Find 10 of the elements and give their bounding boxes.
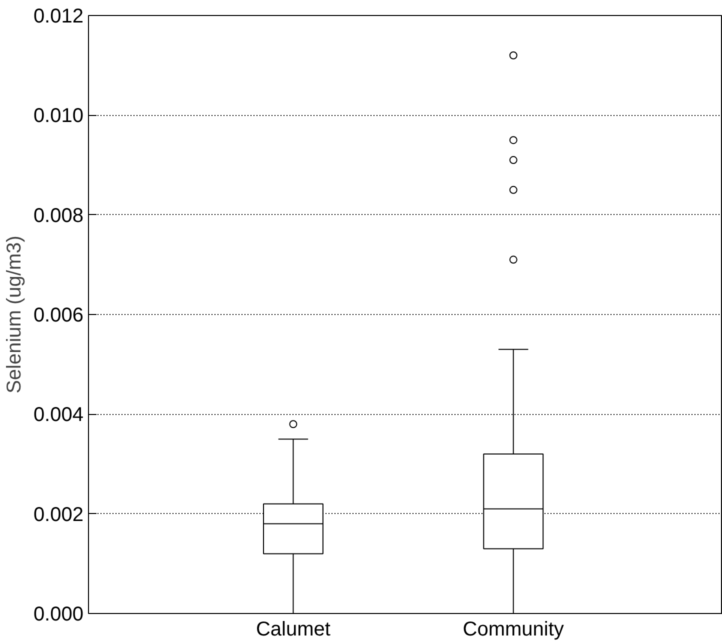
y-tick-label: 0.008 xyxy=(33,204,84,227)
y-tick-label: 0.010 xyxy=(33,105,84,128)
x-tick-label: Calumet xyxy=(256,618,331,640)
y-tick-label: 0.000 xyxy=(33,604,84,626)
y-tick-label: 0.002 xyxy=(33,504,84,526)
y-tick-label: 0.012 xyxy=(33,6,84,28)
x-tick-label: Community xyxy=(462,618,564,640)
y-axis-title: Selenium (ug/m3) xyxy=(3,236,26,394)
y-tick-label: 0.006 xyxy=(33,304,84,326)
y-tick-label: 0.004 xyxy=(33,404,84,426)
